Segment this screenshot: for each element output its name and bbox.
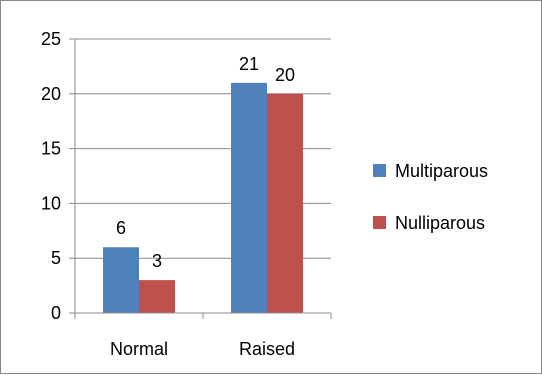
data-label: 21	[239, 54, 259, 74]
legend-label: Nulliparous	[395, 213, 485, 233]
data-labels: 6 3 21 20	[116, 54, 295, 271]
y-axis-tick-labels: 0 5 10 15 20 25	[41, 29, 61, 323]
legend-item: Multiparous	[373, 161, 488, 181]
axes	[69, 38, 332, 319]
legend-item: Nulliparous	[373, 213, 485, 233]
y-tick-label: 10	[41, 193, 61, 213]
legend: Multiparous Nulliparous	[373, 161, 488, 233]
data-label: 20	[275, 65, 295, 85]
y-tick-label: 0	[51, 303, 61, 323]
x-axis-tick-labels: Normal Raised	[110, 339, 295, 359]
legend-swatch	[373, 216, 386, 229]
y-tick-label: 5	[51, 248, 61, 268]
y-tick-label: 20	[41, 84, 61, 104]
x-tick-label: Normal	[110, 339, 168, 359]
y-tick-label: 15	[41, 139, 61, 159]
x-tick-label: Raised	[239, 339, 295, 359]
bar-multiparous-raised	[231, 82, 267, 313]
legend-label: Multiparous	[395, 161, 488, 181]
bar-multiparous-normal	[103, 247, 139, 313]
data-label: 3	[152, 251, 162, 271]
bars	[103, 82, 303, 313]
data-label: 6	[116, 218, 126, 238]
bar-nulliparous-raised	[267, 93, 303, 313]
legend-swatch	[373, 164, 386, 177]
bar-nulliparous-normal	[139, 280, 175, 313]
y-tick-label: 25	[41, 29, 61, 49]
